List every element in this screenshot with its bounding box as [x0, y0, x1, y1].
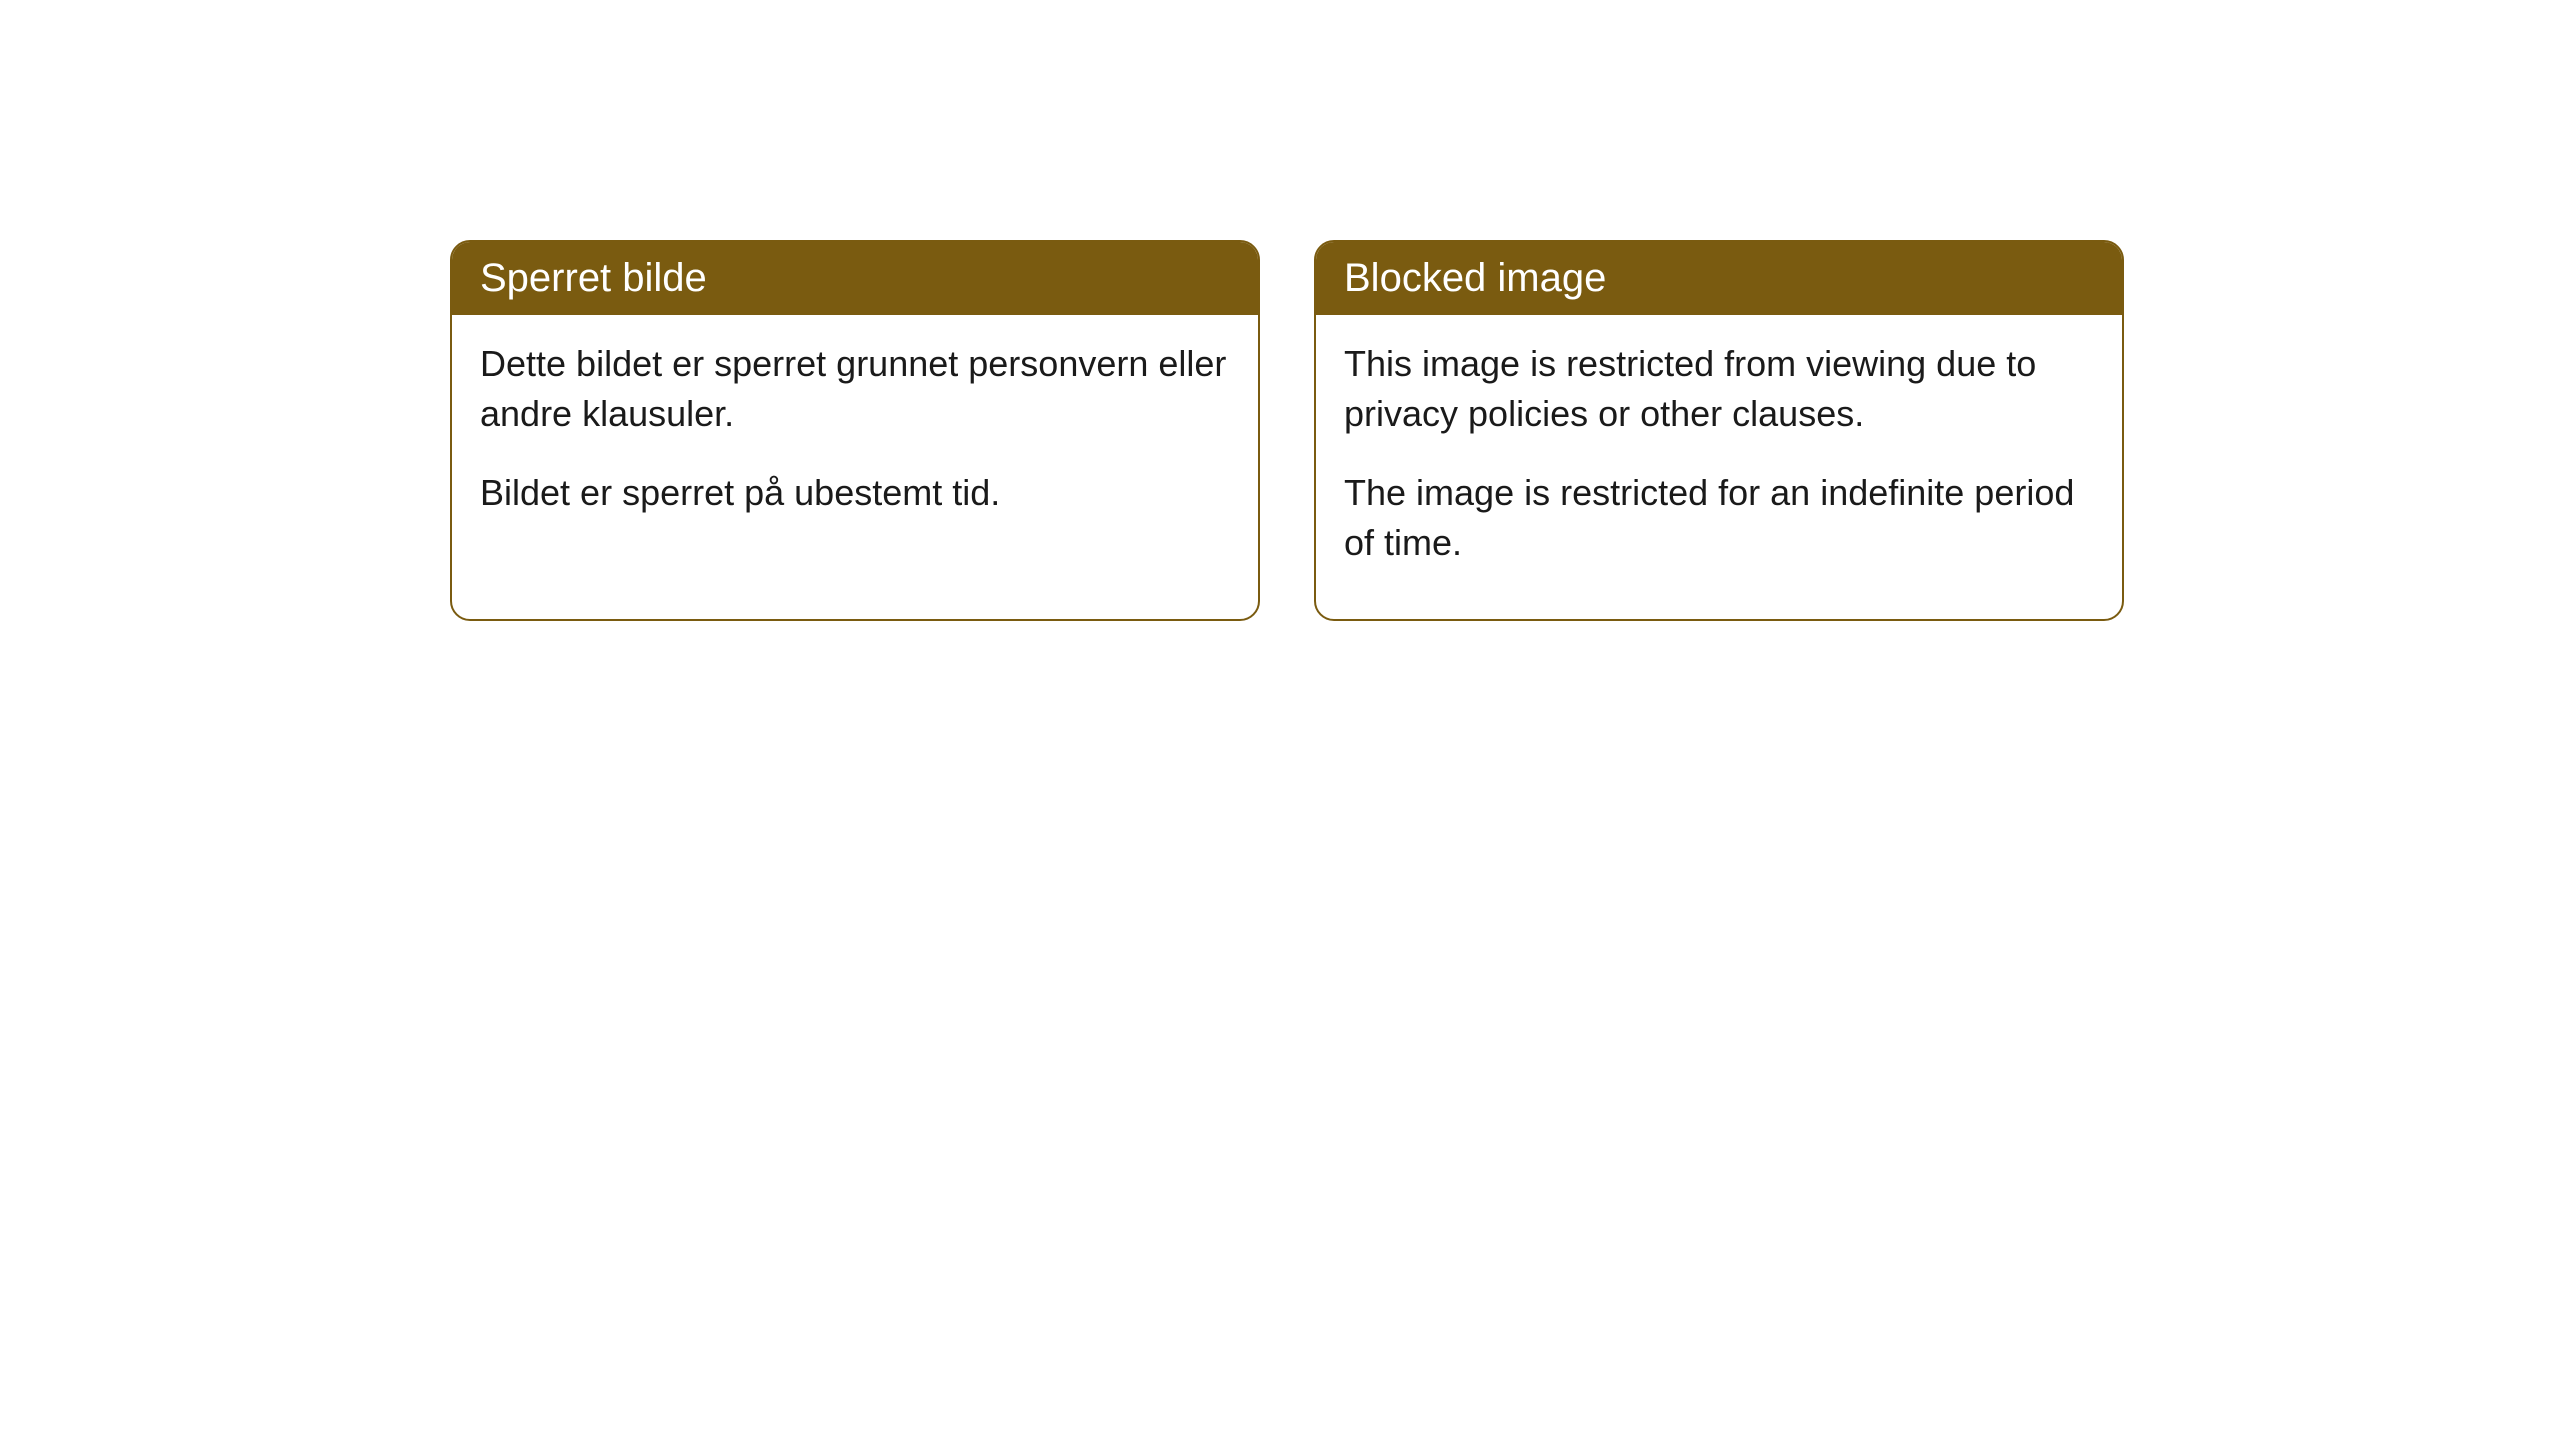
card-paragraph-1: This image is restricted from viewing du… [1344, 339, 2094, 440]
card-body-english: This image is restricted from viewing du… [1316, 315, 2122, 619]
card-header-english: Blocked image [1316, 242, 2122, 315]
notice-card-norwegian: Sperret bilde Dette bildet er sperret gr… [450, 240, 1260, 621]
notice-card-english: Blocked image This image is restricted f… [1314, 240, 2124, 621]
card-paragraph-2: Bildet er sperret på ubestemt tid. [480, 468, 1230, 518]
card-title: Sperret bilde [480, 256, 707, 300]
card-body-norwegian: Dette bildet er sperret grunnet personve… [452, 315, 1258, 568]
card-paragraph-1: Dette bildet er sperret grunnet personve… [480, 339, 1230, 440]
notice-container: Sperret bilde Dette bildet er sperret gr… [0, 0, 2560, 621]
card-title: Blocked image [1344, 256, 1606, 300]
card-paragraph-2: The image is restricted for an indefinit… [1344, 468, 2094, 569]
card-header-norwegian: Sperret bilde [452, 242, 1258, 315]
